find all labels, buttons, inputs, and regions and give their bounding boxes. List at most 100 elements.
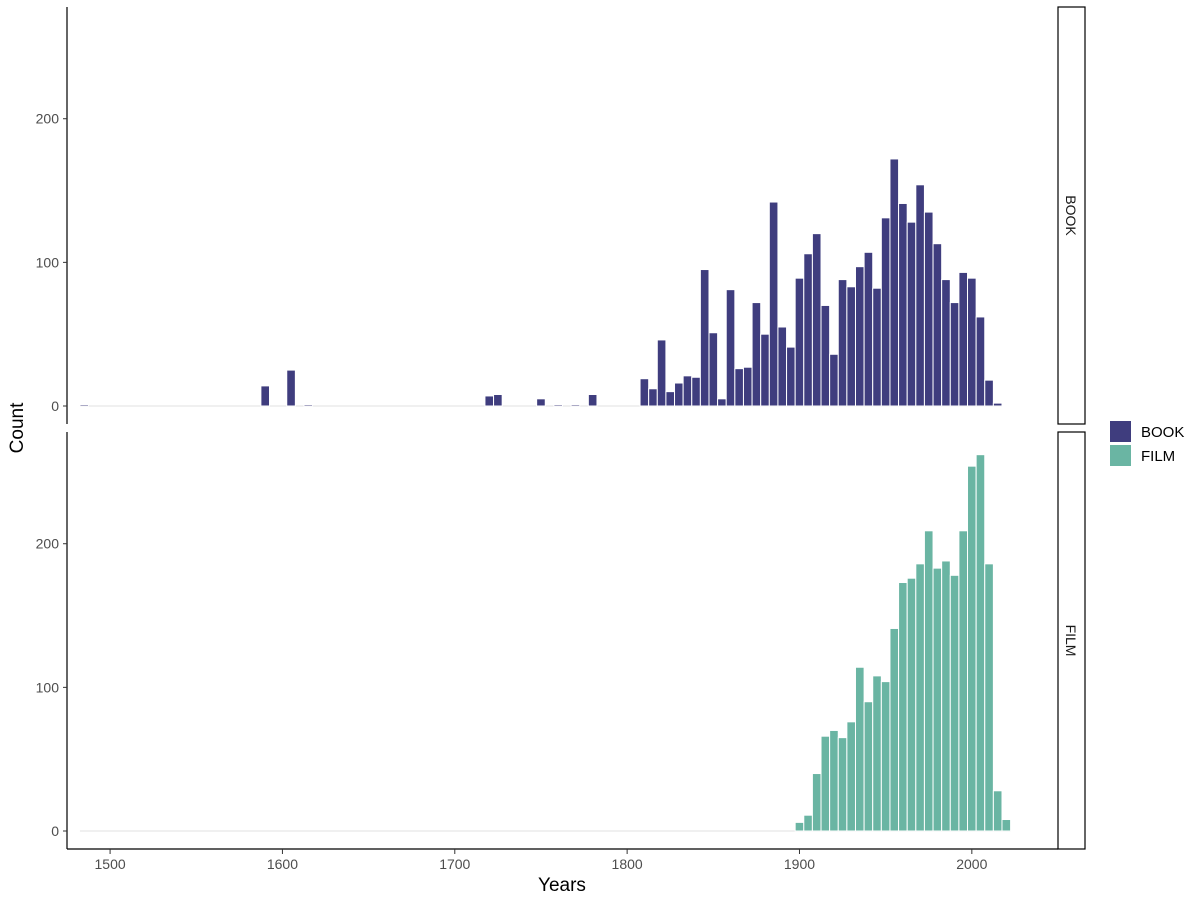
bar-book-1485 [79,404,90,407]
bar-book-1995 [958,271,969,407]
bar-book-1865 [734,368,744,407]
bar-book-1990 [949,302,960,407]
bar-book-1780 [587,394,598,407]
bar-book-1770 [570,404,581,407]
bar-book-2005 [975,316,986,407]
bar-book-1820 [656,339,667,407]
bar-book-1750 [536,398,546,407]
bar-book-1860 [725,289,736,407]
bar-film-1970 [915,563,925,832]
bar-film-2005 [975,454,986,832]
bar-book-1810 [639,378,650,407]
x-axis-title: Years [538,875,586,896]
x-tick-label: 1700 [439,856,470,872]
bar-film-2000 [967,465,977,832]
bar-book-1955 [889,158,900,407]
bar-book-1835 [682,375,693,407]
bar-film-1960 [898,582,908,832]
bar-film-1940 [863,701,874,832]
bar-film-2020 [1001,819,1012,832]
y-tick-label: 100 [36,679,60,695]
bar-film-2015 [992,790,1003,832]
bar-film-1965 [906,577,917,832]
x-tick-label: 1800 [612,856,643,872]
x-tick-label: 1600 [267,856,298,872]
bar-book-1920 [829,353,839,407]
bar-book-2010 [984,379,994,407]
bar-book-1935 [854,266,865,407]
bar-book-1940 [863,251,874,407]
strip-box-film [1057,431,1086,850]
bar-film-1985 [941,560,951,832]
bar-book-1965 [906,221,917,407]
bars-book [79,158,1003,407]
bar-book-1985 [941,279,951,407]
bar-book-1830 [674,382,684,407]
bar-book-1870 [742,366,753,407]
strip-label-film: FILM [1063,625,1079,657]
bar-film-1950 [880,681,891,832]
legend-label-book: BOOK [1141,424,1184,441]
bar-film-1900 [794,821,805,832]
bar-book-1930 [846,286,856,407]
bar-book-1845 [699,269,710,407]
bar-book-1980 [932,243,943,407]
bar-film-1975 [923,530,934,832]
strip-label-book: BOOK [1063,195,1079,236]
y-tick-label: 0 [51,823,59,839]
facet-panel-book: 0 100 200 BOOK [36,6,1086,425]
bar-film-1935 [854,666,865,832]
bar-film-1995 [958,530,969,832]
y-ticks-book: 0 100 200 [36,111,67,414]
bar-film-1920 [829,729,839,832]
bar-book-2000 [967,277,977,407]
bar-book-1970 [915,184,925,407]
bar-book-1875 [751,302,762,407]
bar-film-1990 [949,574,960,832]
bar-book-1725 [493,394,503,407]
bar-book-2015 [992,402,1003,407]
bar-book-1855 [717,398,727,407]
x-tick-label: 1500 [95,856,126,872]
bar-book-1905 [803,253,813,407]
bar-book-1915 [820,304,831,407]
bar-film-2010 [984,563,994,832]
bar-book-1910 [811,233,822,407]
x-ticks: 1500 1600 1700 1800 1900 2000 [95,849,988,872]
bar-book-1825 [665,391,676,407]
y-tick-label: 0 [51,398,59,414]
y-tick-label: 200 [36,536,60,552]
bar-book-1900 [794,277,805,407]
bar-book-1590 [260,385,271,407]
x-tick-label: 1900 [784,856,815,872]
legend: BOOK FILM [1110,421,1184,466]
bar-book-1945 [872,287,882,407]
bar-book-1885 [768,201,779,407]
legend-label-film: FILM [1141,448,1175,465]
strip-box-book [1057,6,1086,425]
y-axis-title: Count [7,402,28,453]
bar-book-1890 [777,326,788,407]
bar-book-1975 [923,211,934,407]
bar-film-1930 [846,721,856,832]
bar-book-1605 [286,369,296,407]
bar-book-1760 [553,404,564,407]
y-ticks-film: 0 100 200 [36,536,67,839]
x-tick-label: 2000 [956,856,987,872]
y-tick-label: 100 [36,254,60,270]
bar-book-1950 [880,217,891,407]
facet-panel-film: 0 100 200 FILM [36,431,1086,850]
bar-film-1915 [820,735,831,832]
bar-book-1840 [691,376,701,407]
bar-film-1980 [932,567,943,832]
bar-film-1945 [872,675,882,832]
bar-book-1850 [708,332,719,407]
bar-book-1895 [786,346,796,407]
bars-film [79,454,1012,832]
bar-film-1925 [837,737,848,832]
legend-key-film [1110,445,1131,466]
bar-film-1955 [889,627,900,832]
bar-book-1880 [760,333,770,407]
